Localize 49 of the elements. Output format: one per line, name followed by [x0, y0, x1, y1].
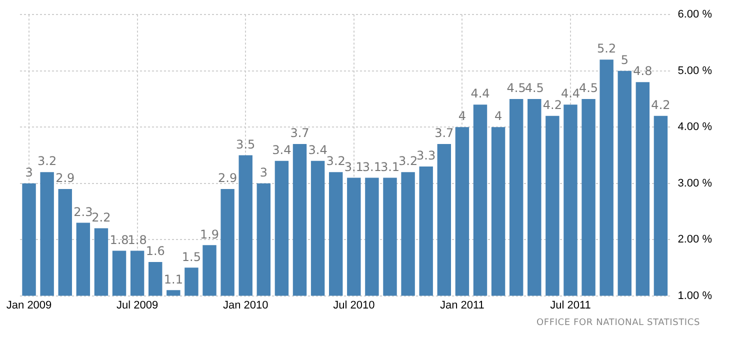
data-label: 4.4 — [560, 86, 580, 101]
data-label: 4.5 — [524, 81, 544, 96]
data-label: 2.9 — [218, 171, 238, 186]
data-label: 3.7 — [290, 126, 310, 140]
data-label: 4.2 — [542, 98, 562, 112]
x-tick-label: Jan 2009 — [6, 299, 52, 312]
y-tick-label: 1.00 % — [678, 290, 712, 302]
data-label: 4.5 — [506, 81, 526, 96]
data-label: 3.7 — [434, 126, 454, 140]
data-label: 1.5 — [182, 250, 202, 264]
data-label: 3.1 — [344, 160, 364, 174]
y-tick-label: 6.00 % — [678, 8, 712, 21]
data-label: 1.9 — [200, 227, 220, 242]
data-label: 5.2 — [597, 42, 616, 56]
data-label: 4.8 — [633, 64, 652, 78]
data-label: 4.5 — [578, 81, 598, 96]
data-label: 3.4 — [308, 142, 328, 157]
data-label: 4 — [494, 109, 502, 124]
data-label: 1.8 — [110, 232, 129, 247]
y-tick-label: 4.00 % — [678, 121, 712, 134]
data-label: 3.3 — [416, 148, 436, 163]
x-tick-label: Jul 2011 — [550, 299, 591, 312]
y-tick-label: 3.00 % — [678, 177, 712, 190]
data-label: 3.2 — [38, 154, 57, 168]
y-tick-label: 2.00 % — [678, 234, 712, 246]
data-label: 1.8 — [128, 232, 147, 247]
data-label: 3.1 — [362, 160, 382, 174]
x-tick-label: Jul 2009 — [116, 299, 158, 312]
data-label: 2.9 — [56, 171, 75, 186]
x-tick-label: Jan 2011 — [440, 299, 484, 312]
data-label: 3.2 — [326, 154, 346, 168]
data-label: 1.6 — [146, 244, 165, 258]
data-label: 2.3 — [74, 204, 93, 219]
text: OFFICE FOR NATIONAL STATISTICS — [536, 318, 700, 328]
data-label: 4 — [458, 109, 466, 124]
data-label: 5 — [620, 52, 628, 67]
y-tick-label: 5.00 % — [678, 64, 712, 77]
data-label: 3 — [260, 165, 268, 180]
data-label: 3.1 — [380, 160, 400, 174]
data-label: 3.4 — [272, 142, 292, 157]
data-label: 4.4 — [470, 86, 490, 101]
data-label: 1.1 — [164, 272, 183, 286]
x-tick-label: Jul 2010 — [333, 299, 375, 312]
data-label: 4.2 — [651, 98, 670, 112]
data-label: 3.5 — [236, 137, 256, 152]
data-label: 3 — [25, 165, 33, 180]
x-tick-label: Jan 2010 — [222, 299, 268, 312]
data-label: 2.2 — [92, 210, 111, 224]
data-label: 3.2 — [398, 154, 418, 168]
